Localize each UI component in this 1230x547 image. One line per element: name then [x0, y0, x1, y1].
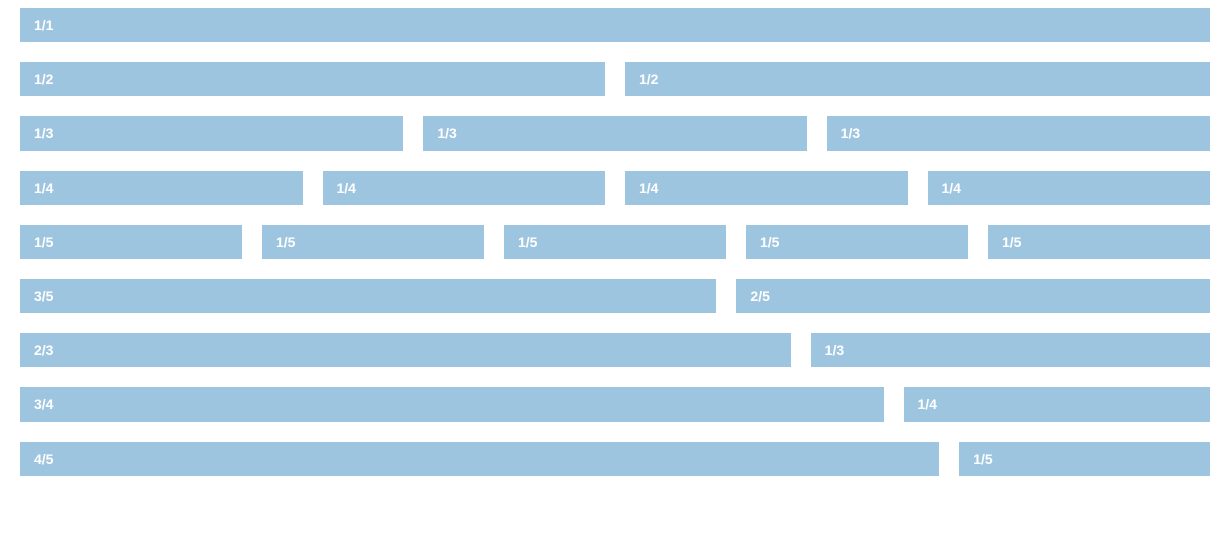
cell-label: 1/1	[34, 17, 53, 33]
cell-label: 4/5	[34, 451, 53, 467]
cell-label: 2/3	[34, 342, 53, 358]
grid-cell: 2/5	[736, 279, 1210, 313]
grid-cell: 1/3	[423, 116, 806, 150]
cell-label: 1/3	[437, 125, 456, 141]
grid-cell: 1/4	[323, 171, 606, 205]
grid-row: 2/3 1/3	[20, 333, 1210, 367]
grid-cell: 1/5	[20, 225, 242, 259]
grid-cell: 2/3	[20, 333, 791, 367]
grid-cell: 1/5	[959, 442, 1210, 476]
grid-cell: 1/2	[20, 62, 605, 96]
cell-label: 1/4	[639, 180, 658, 196]
grid-cell: 1/2	[625, 62, 1210, 96]
grid-cell: 4/5	[20, 442, 939, 476]
cell-label: 1/4	[34, 180, 53, 196]
grid-row: 1/3 1/3 1/3	[20, 116, 1210, 150]
grid-row: 1/5 1/5 1/5 1/5 1/5	[20, 225, 1210, 259]
grid-cell: 1/5	[504, 225, 726, 259]
grid-cell: 1/4	[20, 171, 303, 205]
grid-cell: 1/5	[262, 225, 484, 259]
grid-cell: 1/4	[928, 171, 1211, 205]
grid-row: 1/4 1/4 1/4 1/4	[20, 171, 1210, 205]
cell-label: 1/3	[841, 125, 860, 141]
grid-cell: 1/5	[988, 225, 1210, 259]
grid-cell: 1/4	[625, 171, 908, 205]
cell-label: 1/5	[1002, 234, 1021, 250]
cell-label: 2/5	[750, 288, 769, 304]
cell-label: 1/2	[34, 71, 53, 87]
grid-cell: 1/3	[20, 116, 403, 150]
cell-label: 1/5	[760, 234, 779, 250]
grid-demo-container: 1/1 1/2 1/2 1/3 1/3 1/3 1/4 1/4 1/4 1/	[0, 0, 1230, 496]
cell-label: 1/4	[918, 396, 937, 412]
cell-label: 1/5	[518, 234, 537, 250]
cell-label: 1/3	[34, 125, 53, 141]
grid-row: 3/4 1/4	[20, 387, 1210, 421]
cell-label: 1/5	[973, 451, 992, 467]
cell-label: 3/5	[34, 288, 53, 304]
grid-row: 3/5 2/5	[20, 279, 1210, 313]
cell-label: 1/3	[825, 342, 844, 358]
grid-cell: 1/3	[827, 116, 1210, 150]
cell-label: 3/4	[34, 396, 53, 412]
cell-label: 1/2	[639, 71, 658, 87]
cell-label: 1/5	[34, 234, 53, 250]
grid-cell: 1/3	[811, 333, 1210, 367]
grid-cell: 1/1	[20, 8, 1210, 42]
grid-cell: 1/4	[904, 387, 1211, 421]
grid-row: 1/2 1/2	[20, 62, 1210, 96]
grid-cell: 3/5	[20, 279, 716, 313]
grid-row: 1/1	[20, 8, 1210, 42]
cell-label: 1/4	[942, 180, 961, 196]
cell-label: 1/4	[337, 180, 356, 196]
cell-label: 1/5	[276, 234, 295, 250]
grid-cell: 3/4	[20, 387, 884, 421]
grid-row: 4/5 1/5	[20, 442, 1210, 476]
grid-cell: 1/5	[746, 225, 968, 259]
